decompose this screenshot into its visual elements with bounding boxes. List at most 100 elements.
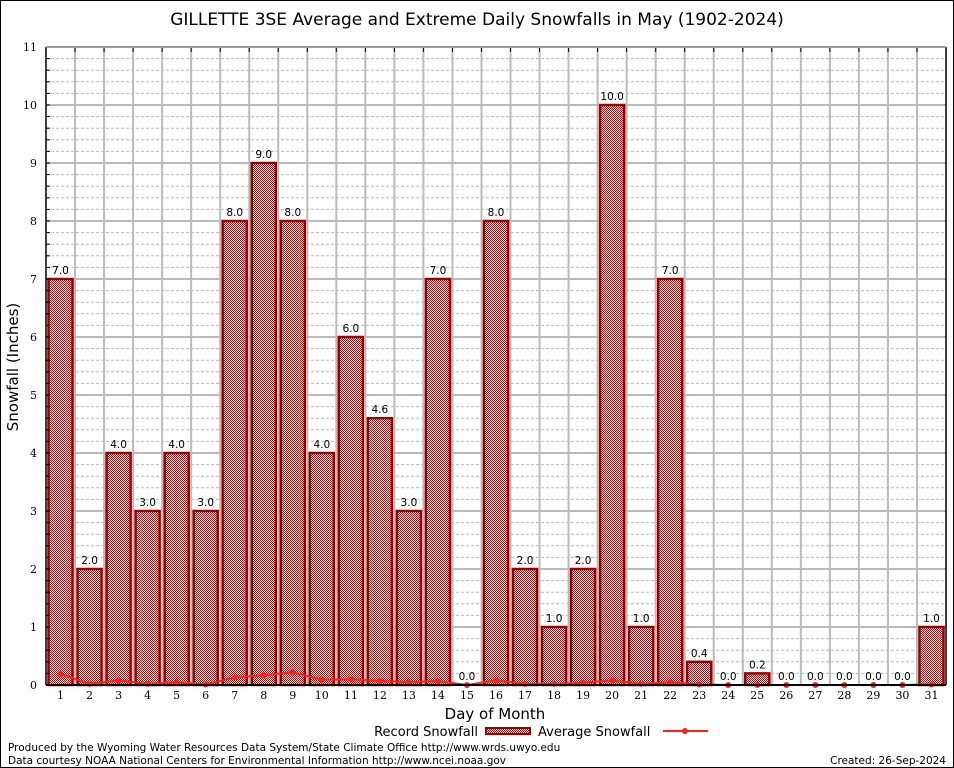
x-tick-label: 11: [344, 689, 358, 702]
bar-value-label: 8.0: [284, 207, 301, 219]
y-tick-label: 4: [30, 447, 37, 460]
bar-value-label: 2.0: [517, 555, 534, 567]
x-tick-label: 18: [547, 689, 561, 702]
bar-value-label: 7.0: [430, 265, 447, 277]
x-tick-label: 8: [260, 689, 267, 702]
y-tick-label: 3: [30, 505, 37, 518]
bar-value-label: 3.0: [197, 497, 214, 509]
bar-day-5: [163, 451, 190, 687]
x-tick-label: 25: [750, 689, 764, 702]
footer-produced: Produced by the Wyoming Water Resources …: [8, 742, 560, 754]
y-tick-label: 5: [30, 389, 37, 402]
bar-value-label: 8.0: [488, 207, 505, 219]
y-tick-label: 9: [30, 157, 37, 170]
footer-created: Created: 26-Sep-2024: [830, 755, 946, 767]
bar-value-label: 0.0: [459, 671, 476, 683]
y-tick-label: 2: [30, 563, 37, 576]
x-axis-label: Day of Month: [445, 705, 546, 723]
bar-day-12: [366, 416, 394, 687]
x-tick-label: 31: [924, 689, 938, 702]
bar-value-label: 6.0: [342, 323, 359, 335]
x-tick-label: 10: [315, 689, 329, 702]
bar-value-label: 8.0: [226, 207, 243, 219]
bar-value-label: 7.0: [52, 265, 69, 277]
x-tick-label: 3: [115, 689, 122, 702]
x-tick-label: 27: [808, 689, 822, 702]
average-point: [318, 676, 325, 683]
bar-day-16: [482, 219, 510, 687]
x-tick-label: 7: [231, 689, 238, 702]
chart-title: GILLETTE 3SE Average and Extreme Daily S…: [170, 10, 784, 30]
y-tick-label: 1: [30, 621, 37, 634]
x-tick-label: 29: [866, 689, 880, 702]
x-tick-label: 26: [779, 689, 793, 702]
bar-day-18: [540, 625, 568, 687]
bar-value-label: 10.0: [600, 91, 623, 103]
bar-value-label: 0.4: [691, 648, 708, 660]
y-tick-label: 6: [30, 331, 37, 344]
bar-value-label: 3.0: [401, 497, 418, 509]
bar-value-label: 9.0: [255, 149, 272, 161]
x-tick-label: 15: [460, 689, 474, 702]
bar-value-label: 4.0: [168, 439, 185, 451]
x-tick-label: 19: [576, 689, 590, 702]
bar-value-label: 2.0: [81, 555, 98, 567]
x-tick-label: 13: [402, 689, 416, 702]
bar-day-14: [424, 277, 452, 687]
average-point: [289, 669, 296, 676]
average-point: [115, 677, 122, 684]
bar-day-11: [337, 335, 365, 687]
x-tick-label: 20: [605, 689, 619, 702]
footer-courtesy: Data courtesy NOAA National Centers for …: [8, 755, 506, 767]
bar-value-label: 4.0: [313, 439, 330, 451]
x-tick-label: 17: [518, 689, 532, 702]
y-tick-label: 7: [30, 273, 37, 286]
y-tick-label: 10: [23, 99, 37, 112]
bar-day-19: [569, 567, 597, 687]
bar-day-22: [656, 277, 684, 687]
bar-day-4: [134, 509, 161, 687]
bar-day-1: [47, 277, 74, 687]
average-point: [347, 676, 354, 683]
average-point: [434, 677, 441, 684]
y-tick-label: 8: [30, 215, 37, 228]
x-tick-label: 23: [692, 689, 706, 702]
bar-day-10: [308, 451, 336, 687]
bars: 7.0 2.0 4.0 3.0 4.0 3.0 8.0 9.0 8.0 4.0 6.0 4.6 3.0 7…: [47, 91, 945, 687]
bar-day-3: [105, 451, 132, 687]
x-tick-label: 6: [202, 689, 209, 702]
bar-day-2: [76, 567, 103, 687]
bar-value-label: 0.0: [865, 671, 882, 683]
bar-day-6: [192, 509, 219, 687]
x-tick-label: 21: [634, 689, 648, 702]
bar-value-label: 0.0: [720, 671, 737, 683]
x-tick-label: 30: [895, 689, 909, 702]
average-point: [173, 679, 180, 686]
bar-value-label: 0.0: [778, 671, 795, 683]
bar-value-label: 3.0: [139, 497, 156, 509]
average-point: [231, 674, 238, 681]
legend-record-label: Record Snowfall: [374, 725, 478, 740]
legend-average-marker: [682, 728, 688, 734]
bar-value-label: 1.0: [633, 613, 650, 625]
bar-value-label: 0.2: [749, 659, 766, 671]
bar-day-9: [279, 219, 307, 687]
bar-value-label: 0.0: [807, 671, 824, 683]
bar-value-label: 1.0: [546, 613, 563, 625]
bar-day-21: [627, 625, 655, 687]
bar-day-17: [511, 567, 539, 687]
x-tick-label: 9: [289, 689, 296, 702]
x-tick-label: 1: [57, 689, 64, 702]
x-tick-label: 4: [144, 689, 151, 702]
x-tick-label: 16: [489, 689, 503, 702]
bar-value-label: 0.0: [894, 671, 911, 683]
x-tick-label: 14: [431, 689, 445, 702]
y-tick-label: 0: [30, 679, 37, 692]
x-tick-label: 5: [173, 689, 180, 702]
average-point: [609, 677, 616, 684]
average-point: [405, 679, 412, 686]
average-point: [493, 677, 499, 684]
